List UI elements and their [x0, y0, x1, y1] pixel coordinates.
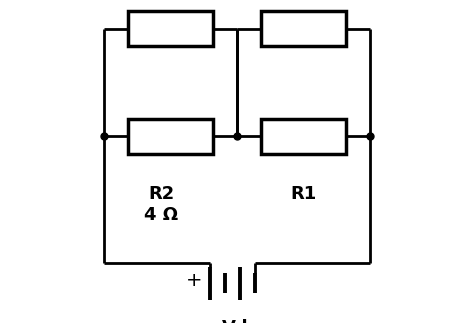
- Text: Vdc: Vdc: [221, 319, 259, 323]
- Bar: [261, 119, 346, 154]
- Text: R1: R1: [291, 185, 317, 203]
- Text: R2
4 Ω: R2 4 Ω: [144, 185, 178, 224]
- Text: R1: R1: [157, 0, 183, 2]
- Text: R1: R1: [291, 0, 317, 2]
- Text: +: +: [186, 271, 202, 290]
- Bar: [128, 119, 213, 154]
- Bar: [261, 11, 346, 46]
- Bar: [128, 11, 213, 46]
